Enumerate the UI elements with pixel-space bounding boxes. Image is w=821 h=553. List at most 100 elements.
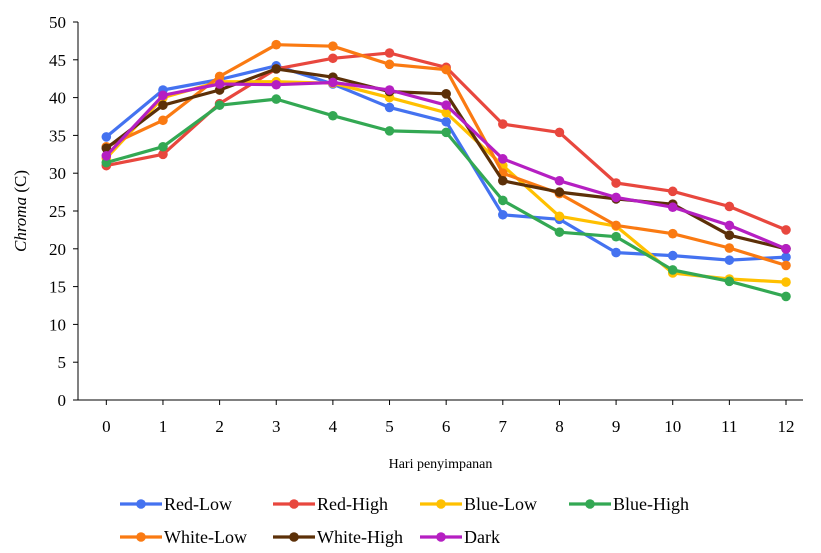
data-point-white-high xyxy=(498,175,508,186)
legend-swatch-marker xyxy=(585,499,595,509)
data-point-blue-low xyxy=(781,277,791,287)
data-point-blue-high xyxy=(101,157,112,168)
data-point-dark xyxy=(214,79,225,89)
legend-label: Blue-High xyxy=(613,494,689,514)
data-point-red-low xyxy=(101,132,112,142)
x-tick-label: 6 xyxy=(442,417,451,436)
series-line-white-low xyxy=(105,43,787,267)
data-point-white-low xyxy=(611,220,621,231)
legend-item-blue-high: Blue-High xyxy=(569,494,689,514)
y-tick-label: 30 xyxy=(49,164,66,183)
data-point-white-low xyxy=(328,41,338,51)
data-point-dark xyxy=(271,79,282,90)
x-tick-label: 3 xyxy=(272,417,281,436)
data-point-dark xyxy=(781,244,791,254)
x-tick-label: 5 xyxy=(385,417,394,436)
data-point-blue-high xyxy=(781,291,791,302)
data-point-red-high xyxy=(328,53,338,64)
data-point-white-low xyxy=(271,39,282,50)
legend-swatch-marker xyxy=(289,499,299,509)
legend-swatch-marker xyxy=(136,499,146,509)
data-point-blue-high xyxy=(724,276,735,287)
x-axis-title: Hari penyimpanan xyxy=(389,457,493,472)
data-point-red-high xyxy=(611,178,621,188)
y-axis-title-italic: Chroma xyxy=(11,197,30,252)
x-tick-label: 0 xyxy=(102,417,111,436)
y-tick-label: 40 xyxy=(49,89,66,108)
legend-item-white-low: White-Low xyxy=(120,527,247,547)
x-tick-label: 9 xyxy=(612,417,621,436)
data-point-red-high xyxy=(158,149,168,160)
series-line-red-high xyxy=(105,51,787,232)
x-tick-label: 2 xyxy=(215,417,224,436)
x-tick-label: 10 xyxy=(664,417,681,436)
legend-swatch-marker xyxy=(436,532,446,542)
data-point-red-high xyxy=(384,48,395,58)
data-point-dark xyxy=(328,77,338,88)
data-point-red-low xyxy=(498,209,508,220)
legend-item-white-high: White-High xyxy=(273,527,403,547)
legend-label: Red-Low xyxy=(164,494,232,514)
data-point-blue-high xyxy=(214,100,225,110)
y-tick-label: 20 xyxy=(49,240,66,259)
data-point-blue-high xyxy=(384,126,395,136)
data-point-red-high xyxy=(781,225,791,235)
x-tick-label: 7 xyxy=(499,417,508,436)
data-point-red-low xyxy=(384,102,395,113)
data-point-white-high xyxy=(271,64,282,74)
data-point-white-low xyxy=(667,228,678,239)
x-tick-label: 12 xyxy=(778,417,795,436)
legend-item-red-high: Red-High xyxy=(273,494,388,514)
data-point-blue-high xyxy=(328,110,338,121)
y-tick-label: 10 xyxy=(49,315,66,334)
data-point-white-low xyxy=(441,64,451,75)
y-tick-label: 35 xyxy=(49,126,66,145)
legend-item-dark: Dark xyxy=(420,527,500,547)
data-point-dark xyxy=(441,100,451,110)
legend: Red-Low Red-High Blue-Low Blue-High White-Lo… xyxy=(120,494,689,547)
data-point-dark xyxy=(724,220,735,231)
data-point-blue-high xyxy=(667,265,678,275)
data-point-white-low xyxy=(781,260,791,271)
data-point-red-low xyxy=(724,255,735,265)
series-group xyxy=(101,39,791,302)
x-tick-label: 11 xyxy=(721,417,737,436)
legend-label: White-High xyxy=(317,527,403,547)
data-point-dark xyxy=(667,202,678,213)
data-point-blue-low xyxy=(441,107,451,118)
y-axis-title: Chroma (C) xyxy=(11,170,30,252)
data-point-white-high xyxy=(158,100,168,110)
x-tick-label: 1 xyxy=(159,417,168,436)
legend-item-red-low: Red-Low xyxy=(120,494,232,514)
data-point-dark xyxy=(101,151,112,161)
y-tick-label: 25 xyxy=(49,202,66,221)
legend-swatch-marker xyxy=(436,499,446,509)
legend-label: White-Low xyxy=(164,527,247,547)
data-point-dark xyxy=(384,85,395,95)
y-tick-label: 45 xyxy=(49,51,66,70)
data-point-red-low xyxy=(611,247,621,258)
data-point-dark xyxy=(611,192,621,203)
data-point-red-high xyxy=(498,119,508,129)
data-point-blue-low xyxy=(554,211,565,222)
data-point-white-high xyxy=(724,230,735,240)
data-point-blue-high xyxy=(611,231,621,242)
legend-label: Dark xyxy=(464,527,500,547)
data-point-white-high xyxy=(441,89,451,99)
y-tick-label: 50 xyxy=(49,13,66,32)
data-point-dark xyxy=(554,175,565,186)
legend-label: Red-High xyxy=(317,494,388,514)
y-tick-label: 15 xyxy=(49,278,66,297)
data-point-white-high xyxy=(554,187,565,197)
data-point-blue-high xyxy=(498,195,508,206)
y-tick-label: 0 xyxy=(58,391,67,410)
data-point-red-high xyxy=(724,201,735,212)
data-point-blue-high xyxy=(271,94,282,104)
data-point-white-low xyxy=(384,59,395,70)
legend-swatch-marker xyxy=(136,532,146,542)
data-point-white-low xyxy=(214,71,225,82)
data-point-red-low xyxy=(441,116,451,127)
x-tick-label: 8 xyxy=(555,417,564,436)
legend-swatch-marker xyxy=(289,532,299,542)
